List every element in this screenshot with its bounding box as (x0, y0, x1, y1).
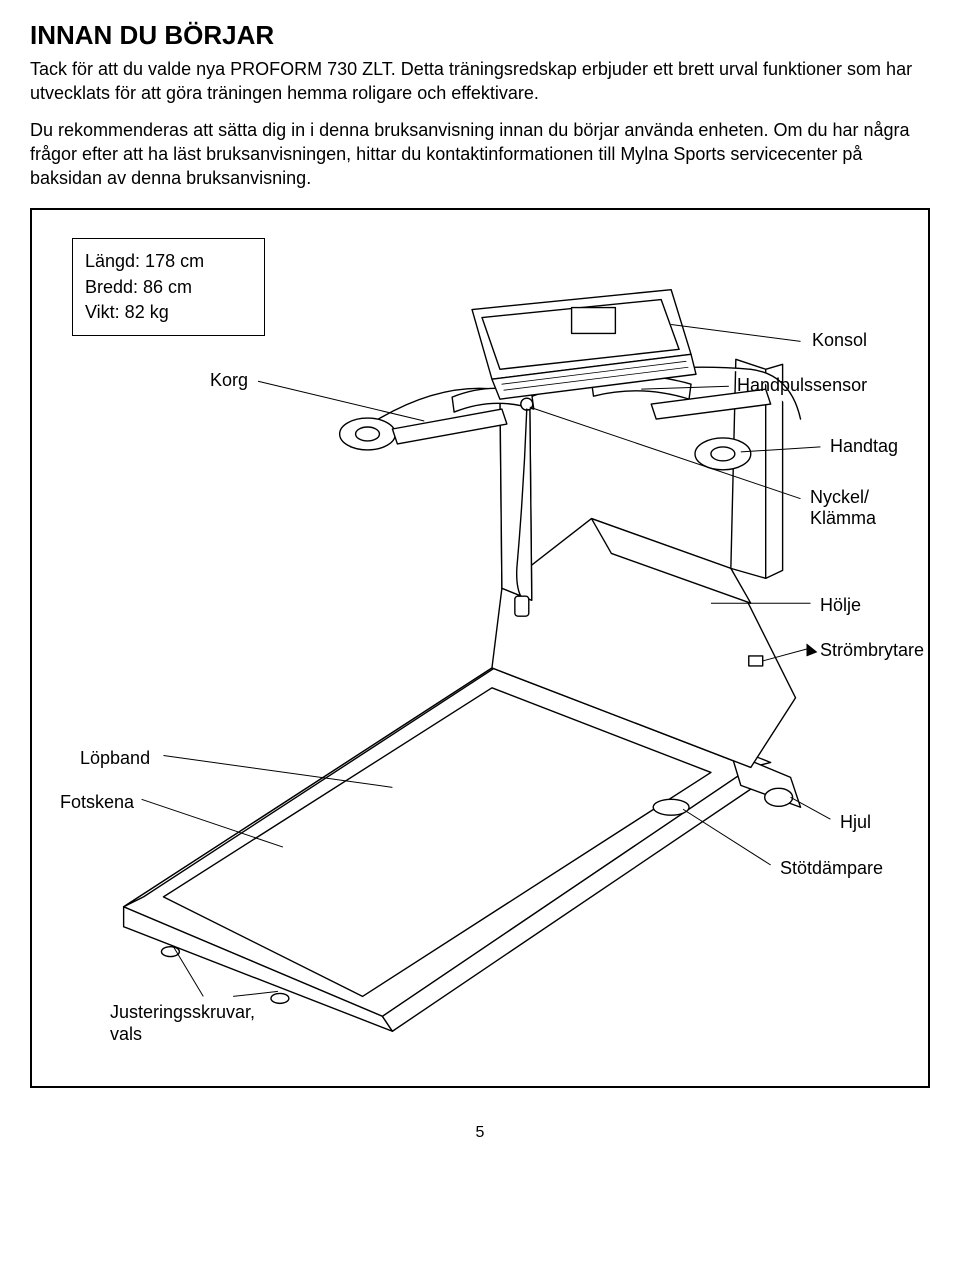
page-number: 5 (30, 1124, 930, 1142)
label-nyckel: Nyckel/ (810, 487, 869, 508)
intro-paragraph-2: Du rekommenderas att sätta dig in i denn… (30, 118, 930, 191)
label-fotskena: Fotskena (60, 792, 134, 813)
label-holje: Hölje (820, 595, 861, 616)
intro-text: Tack för att du valde nya PROFORM 730 ZL… (30, 57, 930, 190)
page-heading: INNAN DU BÖRJAR (30, 20, 930, 51)
intro-paragraph-1: Tack för att du valde nya PROFORM 730 ZL… (30, 57, 930, 106)
label-handpulssensor: Handpulssensor (737, 375, 867, 396)
diagram-frame: Längd: 178 cm Bredd: 86 cm Vikt: 82 kg (30, 208, 930, 1088)
label-stotdampare: Stötdämpare (780, 858, 883, 879)
spec-length: Längd: 178 cm (85, 249, 204, 274)
label-hjul: Hjul (840, 812, 871, 833)
label-strombrytare: Strömbrytare (820, 640, 924, 661)
treadmill-illustration (32, 210, 928, 1086)
label-handtag: Handtag (830, 436, 898, 457)
spec-weight: Vikt: 82 kg (85, 300, 204, 325)
label-justeringsskruvar: Justeringsskruvar, (110, 1002, 255, 1023)
spec-box: Längd: 178 cm Bredd: 86 cm Vikt: 82 kg (72, 238, 265, 336)
spec-width: Bredd: 86 cm (85, 275, 204, 300)
label-lopband: Löpband (80, 748, 150, 769)
label-korg: Korg (210, 370, 248, 391)
label-konsol: Konsol (812, 330, 867, 351)
label-vals: vals (110, 1024, 142, 1045)
label-klamma: Klämma (810, 508, 876, 529)
